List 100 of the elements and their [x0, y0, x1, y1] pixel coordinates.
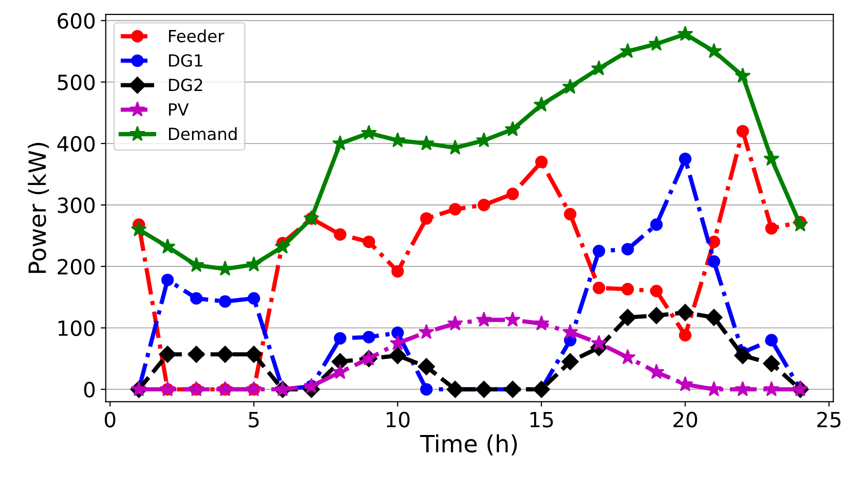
- x-tick-label: 5: [248, 412, 259, 428]
- point: [504, 312, 521, 327]
- point: [130, 221, 147, 236]
- point: [792, 216, 808, 232]
- point: [332, 364, 348, 380]
- point: [619, 308, 636, 326]
- legend-label: DG2: [169, 78, 202, 92]
- point: [362, 236, 376, 248]
- point: [765, 222, 778, 235]
- point: [190, 292, 203, 305]
- point: [334, 228, 346, 241]
- point: [705, 308, 723, 326]
- x-tick-label: 20: [673, 412, 698, 428]
- point: [248, 292, 260, 305]
- point: [708, 236, 720, 248]
- point: [562, 324, 578, 340]
- point: [362, 330, 376, 344]
- point: [650, 218, 663, 231]
- point: [360, 124, 377, 140]
- point: [478, 198, 490, 212]
- point: [764, 150, 780, 166]
- point: [734, 381, 751, 396]
- point: [188, 346, 205, 363]
- point: [506, 188, 519, 200]
- point: [476, 312, 492, 327]
- point: [533, 315, 550, 330]
- point: [448, 203, 462, 216]
- point: [159, 346, 176, 363]
- point: [590, 60, 607, 76]
- point: [504, 380, 522, 398]
- point: [447, 315, 464, 330]
- point: [590, 334, 607, 350]
- point: [562, 78, 578, 94]
- point: [446, 380, 464, 398]
- point: [706, 42, 722, 58]
- point: [161, 274, 174, 286]
- point: [303, 378, 320, 394]
- point: [216, 346, 234, 363]
- y-tick-label: 500: [58, 74, 95, 90]
- point: [562, 353, 579, 370]
- point: [621, 282, 634, 296]
- y-tick-label: 600: [58, 13, 95, 29]
- legend-label: PV: [169, 103, 189, 116]
- point: [734, 346, 752, 364]
- point: [677, 376, 694, 392]
- point: [420, 383, 433, 396]
- point: [762, 354, 780, 372]
- point: [218, 295, 232, 308]
- point: [564, 208, 576, 220]
- point: [650, 284, 663, 298]
- point: [676, 304, 694, 322]
- point: [648, 307, 666, 324]
- point: [533, 96, 550, 112]
- point: [418, 358, 435, 376]
- legend-label: DG1: [169, 54, 202, 67]
- point: [188, 256, 204, 272]
- x-tick-label: 0: [104, 412, 116, 428]
- point: [217, 260, 234, 276]
- point: [246, 256, 262, 272]
- point: [532, 380, 550, 398]
- point: [592, 244, 606, 258]
- x-tick-label: 25: [817, 412, 840, 428]
- legend-label: Demand: [169, 127, 237, 140]
- point: [245, 346, 262, 363]
- point: [734, 68, 751, 83]
- point: [274, 238, 291, 254]
- point: [765, 334, 778, 346]
- point: [678, 152, 692, 166]
- point: [678, 329, 692, 342]
- point: [706, 381, 722, 396]
- point: [418, 324, 434, 340]
- y-axis-title: Power (kW): [28, 142, 49, 273]
- point: [764, 381, 780, 396]
- point: [334, 332, 346, 345]
- point: [332, 353, 349, 370]
- y-tick-label: 200: [58, 258, 95, 275]
- point: [504, 121, 521, 136]
- x-tick-label: 15: [530, 412, 553, 428]
- point: [535, 156, 548, 168]
- point: [418, 135, 434, 150]
- point: [677, 26, 694, 41]
- legend-label: Feeder: [169, 29, 224, 42]
- point: [391, 265, 404, 278]
- y-tick-label: 300: [58, 197, 95, 214]
- x-tick-label: 10: [386, 412, 410, 428]
- point: [389, 346, 406, 364]
- y-tick-label: 100: [58, 320, 95, 336]
- y-tick-label: 0: [84, 382, 95, 398]
- point: [475, 380, 492, 398]
- x-axis-title: Time (h): [420, 434, 517, 456]
- point: [736, 124, 749, 138]
- point: [648, 364, 664, 380]
- point: [160, 238, 176, 254]
- point: [620, 349, 636, 364]
- point: [621, 242, 634, 256]
- y-tick-label: 400: [57, 136, 95, 152]
- point: [420, 212, 433, 225]
- point: [708, 255, 720, 268]
- point: [592, 282, 606, 294]
- point: [391, 326, 404, 340]
